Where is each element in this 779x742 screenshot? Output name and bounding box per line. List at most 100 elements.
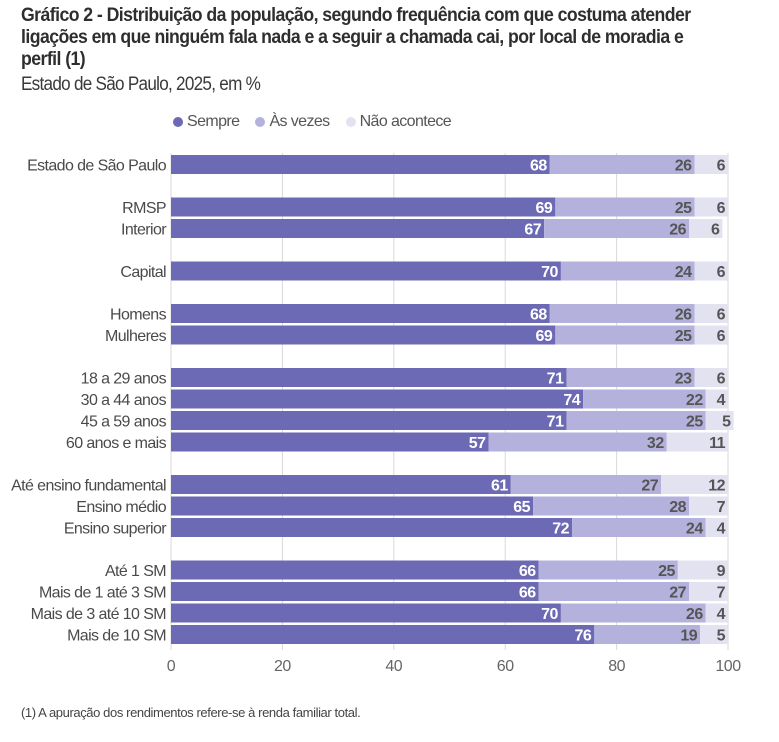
bar-segment-n-o-acontece[interactable]: [694, 261, 728, 281]
category-label: Ensino médio: [76, 499, 166, 516]
data-label: 7: [717, 499, 726, 516]
bar-segment-sempre[interactable]: [171, 625, 595, 644]
bar-segment-n-o-acontece[interactable]: [677, 560, 728, 580]
bar-segment-n-o-acontece[interactable]: [689, 496, 728, 516]
legend-swatch-nao-acontece: [345, 117, 356, 127]
bar-row: 68 26 6: [171, 155, 728, 175]
data-label: 71: [547, 371, 564, 388]
data-label: 71: [547, 414, 564, 431]
bar-segment-n-o-acontece[interactable]: [694, 304, 728, 323]
category-label: RMSP: [122, 200, 166, 217]
bar-segment--s-vezes[interactable]: [572, 518, 706, 537]
bar-segment-n-o-acontece[interactable]: [694, 325, 728, 345]
bar-segment--s-vezes[interactable]: [555, 197, 695, 217]
legend-item-sempre[interactable]: Sempre: [173, 113, 240, 131]
bar-segment--s-vezes[interactable]: [549, 304, 695, 323]
data-label: 27: [669, 585, 686, 602]
data-label: 11: [709, 435, 726, 452]
data-label: 25: [686, 414, 703, 431]
bar-segment-n-o-acontece[interactable]: [705, 411, 734, 430]
data-label: 69: [536, 328, 553, 345]
bar-segment--s-vezes[interactable]: [538, 582, 690, 601]
bar-segment-n-o-acontece[interactable]: [661, 475, 728, 494]
bar-segment--s-vezes[interactable]: [560, 603, 706, 623]
bar-segment-sempre[interactable]: [171, 219, 545, 238]
bar-row: 71 25 5: [171, 411, 734, 431]
legend-item-nao-acontece[interactable]: Não acontece: [345, 113, 452, 131]
bar-segment-n-o-acontece[interactable]: [694, 197, 728, 217]
data-label: 6: [717, 328, 726, 345]
bar-segment--s-vezes[interactable]: [560, 261, 695, 281]
bar-segment-sempre[interactable]: [171, 389, 584, 409]
data-label: 65: [513, 499, 530, 516]
bar-segment-n-o-acontece[interactable]: [694, 155, 728, 174]
bar-segment-n-o-acontece[interactable]: [700, 625, 728, 644]
bar-segment--s-vezes[interactable]: [555, 325, 695, 345]
data-label: 12: [708, 478, 725, 495]
bar-segment-sempre[interactable]: [171, 411, 567, 430]
data-label: 5: [717, 628, 726, 645]
data-label: 4: [717, 606, 726, 623]
legend-item-as-vezes[interactable]: Às vezes: [255, 113, 330, 131]
bar-row: 61 27 12: [171, 475, 728, 495]
data-label: 68: [530, 307, 547, 324]
bar-segment-n-o-acontece[interactable]: [666, 432, 728, 452]
x-tick-label: 80: [608, 658, 625, 675]
bar-segment--s-vezes[interactable]: [538, 560, 678, 580]
bar-segment-sempre[interactable]: [171, 603, 561, 623]
category-label: Mais de 1 até 3 SM: [39, 585, 166, 602]
legend-label-nao-acontece: Não acontece: [359, 113, 452, 130]
bar-segment-sempre[interactable]: [171, 432, 489, 452]
category-label: Mais de 3 até 10 SM: [31, 606, 167, 623]
bar-segment-sempre[interactable]: [171, 368, 567, 387]
data-label: 6: [717, 264, 726, 281]
bar-segment-sempre[interactable]: [171, 496, 534, 516]
bar-row: 69 25 6: [171, 325, 728, 345]
category-label: 18 a 29 anos: [81, 371, 167, 388]
bar-segment--s-vezes[interactable]: [544, 219, 690, 238]
bar-segment-sempre[interactable]: [171, 261, 561, 281]
bar-segment--s-vezes[interactable]: [533, 496, 690, 516]
bar-segment-n-o-acontece[interactable]: [689, 582, 728, 601]
bar-segment-n-o-acontece[interactable]: [705, 389, 728, 409]
bar-segment-sempre[interactable]: [171, 304, 550, 323]
bar-segment-sempre[interactable]: [171, 560, 539, 580]
bar-segment--s-vezes[interactable]: [566, 368, 695, 387]
category-labels: Estado de São Paulo RMSP Interior Capital Ho…: [11, 158, 168, 645]
bar-row: 76 19 5: [171, 625, 728, 645]
bar-segment-sempre[interactable]: [171, 155, 550, 174]
x-tick-label: 20: [274, 658, 291, 675]
data-label: 22: [686, 392, 703, 409]
bar-segment--s-vezes[interactable]: [583, 389, 706, 409]
bar-row: 67 26 6: [171, 219, 723, 239]
bar-segment--s-vezes[interactable]: [566, 411, 706, 430]
bar-segment-sempre[interactable]: [171, 582, 539, 601]
bar-segment-n-o-acontece[interactable]: [705, 518, 728, 537]
footnote: (1) A apuração dos rendimentos refere-se…: [21, 705, 361, 720]
bar-segment-sempre[interactable]: [171, 197, 556, 217]
legend-label-sempre: Sempre: [187, 113, 240, 130]
data-label: 28: [669, 499, 686, 516]
data-label: 19: [680, 628, 697, 645]
bar-segment--s-vezes[interactable]: [549, 155, 695, 174]
data-label: 4: [717, 521, 726, 538]
bar-segment-n-o-acontece[interactable]: [694, 368, 728, 387]
bar-segment-n-o-acontece[interactable]: [705, 603, 728, 623]
legend-swatch-sempre: [173, 117, 183, 127]
bar-segment-sempre[interactable]: [171, 518, 573, 537]
bar-segment--s-vezes[interactable]: [488, 432, 667, 452]
data-label: 66: [519, 585, 536, 602]
x-tick-label: 40: [385, 658, 402, 675]
category-label: Mais de 10 SM: [67, 628, 166, 645]
bar-segment--s-vezes[interactable]: [510, 475, 662, 494]
data-label: 26: [669, 222, 686, 239]
bar-row: 69 25 6: [171, 197, 728, 217]
bar-segment-n-o-acontece[interactable]: [689, 219, 723, 238]
data-label: 25: [658, 563, 675, 580]
chart-subtitle: Estado de São Paulo, 2025, em %: [21, 74, 261, 95]
bar-segment-sempre[interactable]: [171, 325, 556, 345]
bar-segment--s-vezes[interactable]: [594, 625, 701, 644]
data-label: 6: [717, 200, 726, 217]
bar-segment-sempre[interactable]: [171, 475, 511, 494]
data-label: 25: [675, 328, 692, 345]
